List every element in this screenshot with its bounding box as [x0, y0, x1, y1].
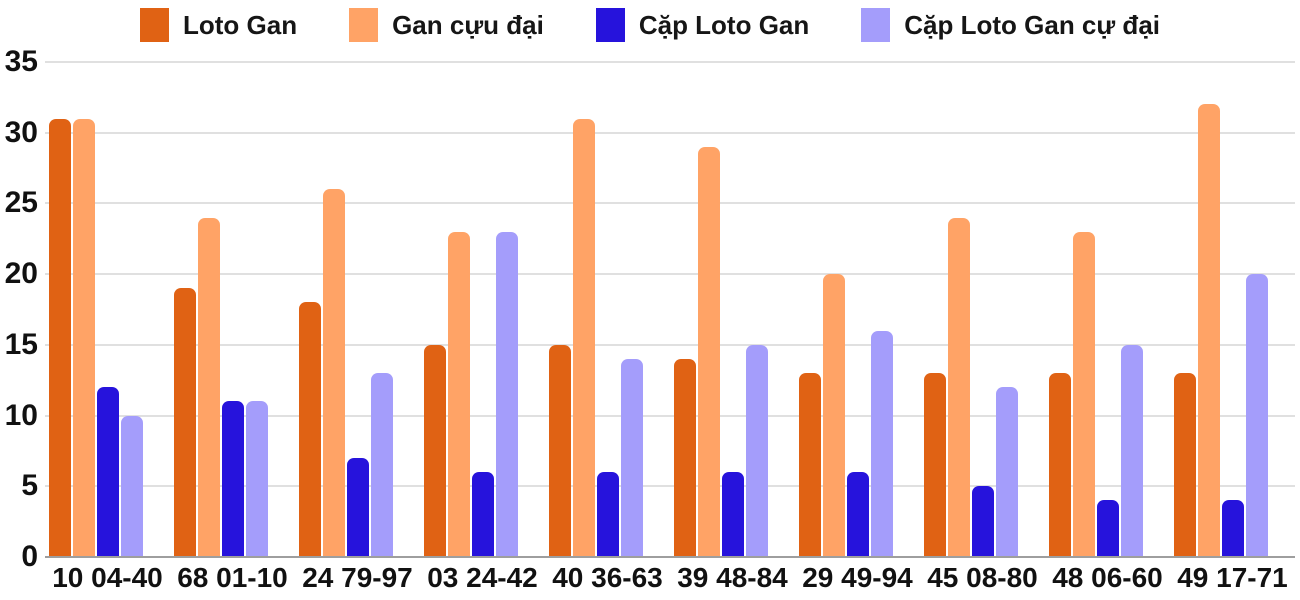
bar[interactable]: [222, 401, 244, 557]
gridline: [45, 414, 1295, 417]
y-tick-label: 35: [4, 45, 38, 78]
bar[interactable]: [424, 344, 446, 557]
x-category-label: 03 24-42: [427, 562, 538, 593]
legend-label: Cặp Loto Gan cự đại: [904, 10, 1160, 40]
bar[interactable]: [549, 344, 571, 557]
x-category-label: 45 08-80: [927, 562, 1038, 593]
bar[interactable]: [198, 217, 220, 557]
bar-group: [295, 62, 420, 557]
y-axis: 0 5 10 15 20 25 30 35: [0, 47, 38, 572]
legend-swatch-icon: [595, 8, 625, 42]
bar[interactable]: [496, 231, 518, 557]
bar-group: [1045, 62, 1170, 557]
bar-group: [795, 62, 920, 557]
y-tick-label: 25: [4, 186, 38, 220]
bar[interactable]: [1222, 500, 1244, 557]
bar[interactable]: [799, 373, 821, 557]
bar[interactable]: [871, 330, 893, 557]
legend-swatch-icon: [349, 8, 379, 42]
y-tick-label: 10: [4, 398, 38, 432]
bar[interactable]: [847, 472, 869, 557]
bar[interactable]: [1246, 274, 1268, 557]
x-category-label: 39 48-84: [677, 562, 788, 593]
legend-item-2: Gan cựu đại: [349, 8, 544, 42]
bar[interactable]: [996, 387, 1018, 557]
bar[interactable]: [448, 231, 470, 557]
gridline: [45, 343, 1295, 346]
bar-group: [920, 62, 1045, 557]
bar[interactable]: [621, 359, 643, 557]
x-category-label: 40 36-63: [552, 562, 663, 593]
bar[interactable]: [1097, 500, 1119, 557]
legend-item-4: Cặp Loto Gan cự đại: [861, 8, 1160, 42]
x-category-label: 48 06-60: [1052, 562, 1163, 593]
bar-group: [45, 62, 170, 557]
x-axis: 10 04-40 68 01-10 24 79-97 03 24-42 40 36-63…: [45, 562, 1295, 594]
bar-group: [1170, 62, 1295, 557]
x-category-label: 10 04-40: [52, 562, 163, 593]
y-tick-label: 5: [21, 469, 38, 503]
y-tick-label: 15: [4, 327, 38, 361]
x-category-label: 68 01-10: [177, 562, 288, 593]
x-category-label: 29 49-94: [802, 562, 913, 593]
legend-swatch-icon: [861, 8, 891, 42]
x-category-label: 49 17-71: [1177, 562, 1288, 593]
gridline: [45, 131, 1295, 134]
bar-group: [420, 62, 545, 557]
bar[interactable]: [1073, 231, 1095, 557]
bar[interactable]: [948, 217, 970, 557]
gridline: [45, 202, 1295, 205]
bar[interactable]: [722, 472, 744, 557]
bar-group: [670, 62, 795, 557]
legend-label: Gan cựu đại: [392, 10, 544, 40]
gridline: [45, 485, 1295, 488]
legend-item-1: Loto Gan: [139, 8, 298, 42]
gridline: [45, 273, 1295, 276]
bar[interactable]: [972, 486, 994, 557]
x-axis-baseline: [45, 556, 1295, 558]
bar-groups: [45, 62, 1295, 557]
bar[interactable]: [299, 302, 321, 557]
bar[interactable]: [371, 373, 393, 557]
bar[interactable]: [73, 118, 95, 557]
bar[interactable]: [246, 401, 268, 557]
bar[interactable]: [49, 118, 71, 557]
bar[interactable]: [174, 288, 196, 557]
legend-label: Loto Gan: [182, 10, 298, 40]
bar[interactable]: [597, 472, 619, 557]
y-tick-label: 20: [4, 257, 38, 291]
y-tick-label: 30: [4, 115, 38, 149]
bar[interactable]: [323, 189, 345, 557]
bar[interactable]: [472, 472, 494, 557]
bar[interactable]: [698, 146, 720, 557]
bar[interactable]: [1174, 373, 1196, 557]
chart-legend: Loto Gan Gan cựu đại Cặp Loto Gan Cặp Loto …: [0, 8, 1300, 42]
bar[interactable]: [674, 359, 696, 557]
bar[interactable]: [1049, 373, 1071, 557]
bar[interactable]: [1121, 344, 1143, 557]
bar[interactable]: [746, 344, 768, 557]
bar[interactable]: [97, 387, 119, 557]
legend-swatch-icon: [139, 8, 169, 42]
bar-group: [545, 62, 670, 557]
bar[interactable]: [347, 458, 369, 557]
x-category-label: 24 79-97: [302, 562, 413, 593]
legend-item-3: Cặp Loto Gan: [595, 8, 810, 42]
bar[interactable]: [823, 274, 845, 557]
y-tick-label: 0: [21, 540, 38, 573]
plot-area: [45, 61, 1295, 558]
bar[interactable]: [924, 373, 946, 557]
legend-label: Cặp Loto Gan: [638, 10, 810, 40]
bar[interactable]: [1198, 104, 1220, 557]
bar-group: [170, 62, 295, 557]
gridline: [45, 61, 1295, 63]
bar[interactable]: [121, 415, 143, 557]
bar[interactable]: [573, 118, 595, 557]
